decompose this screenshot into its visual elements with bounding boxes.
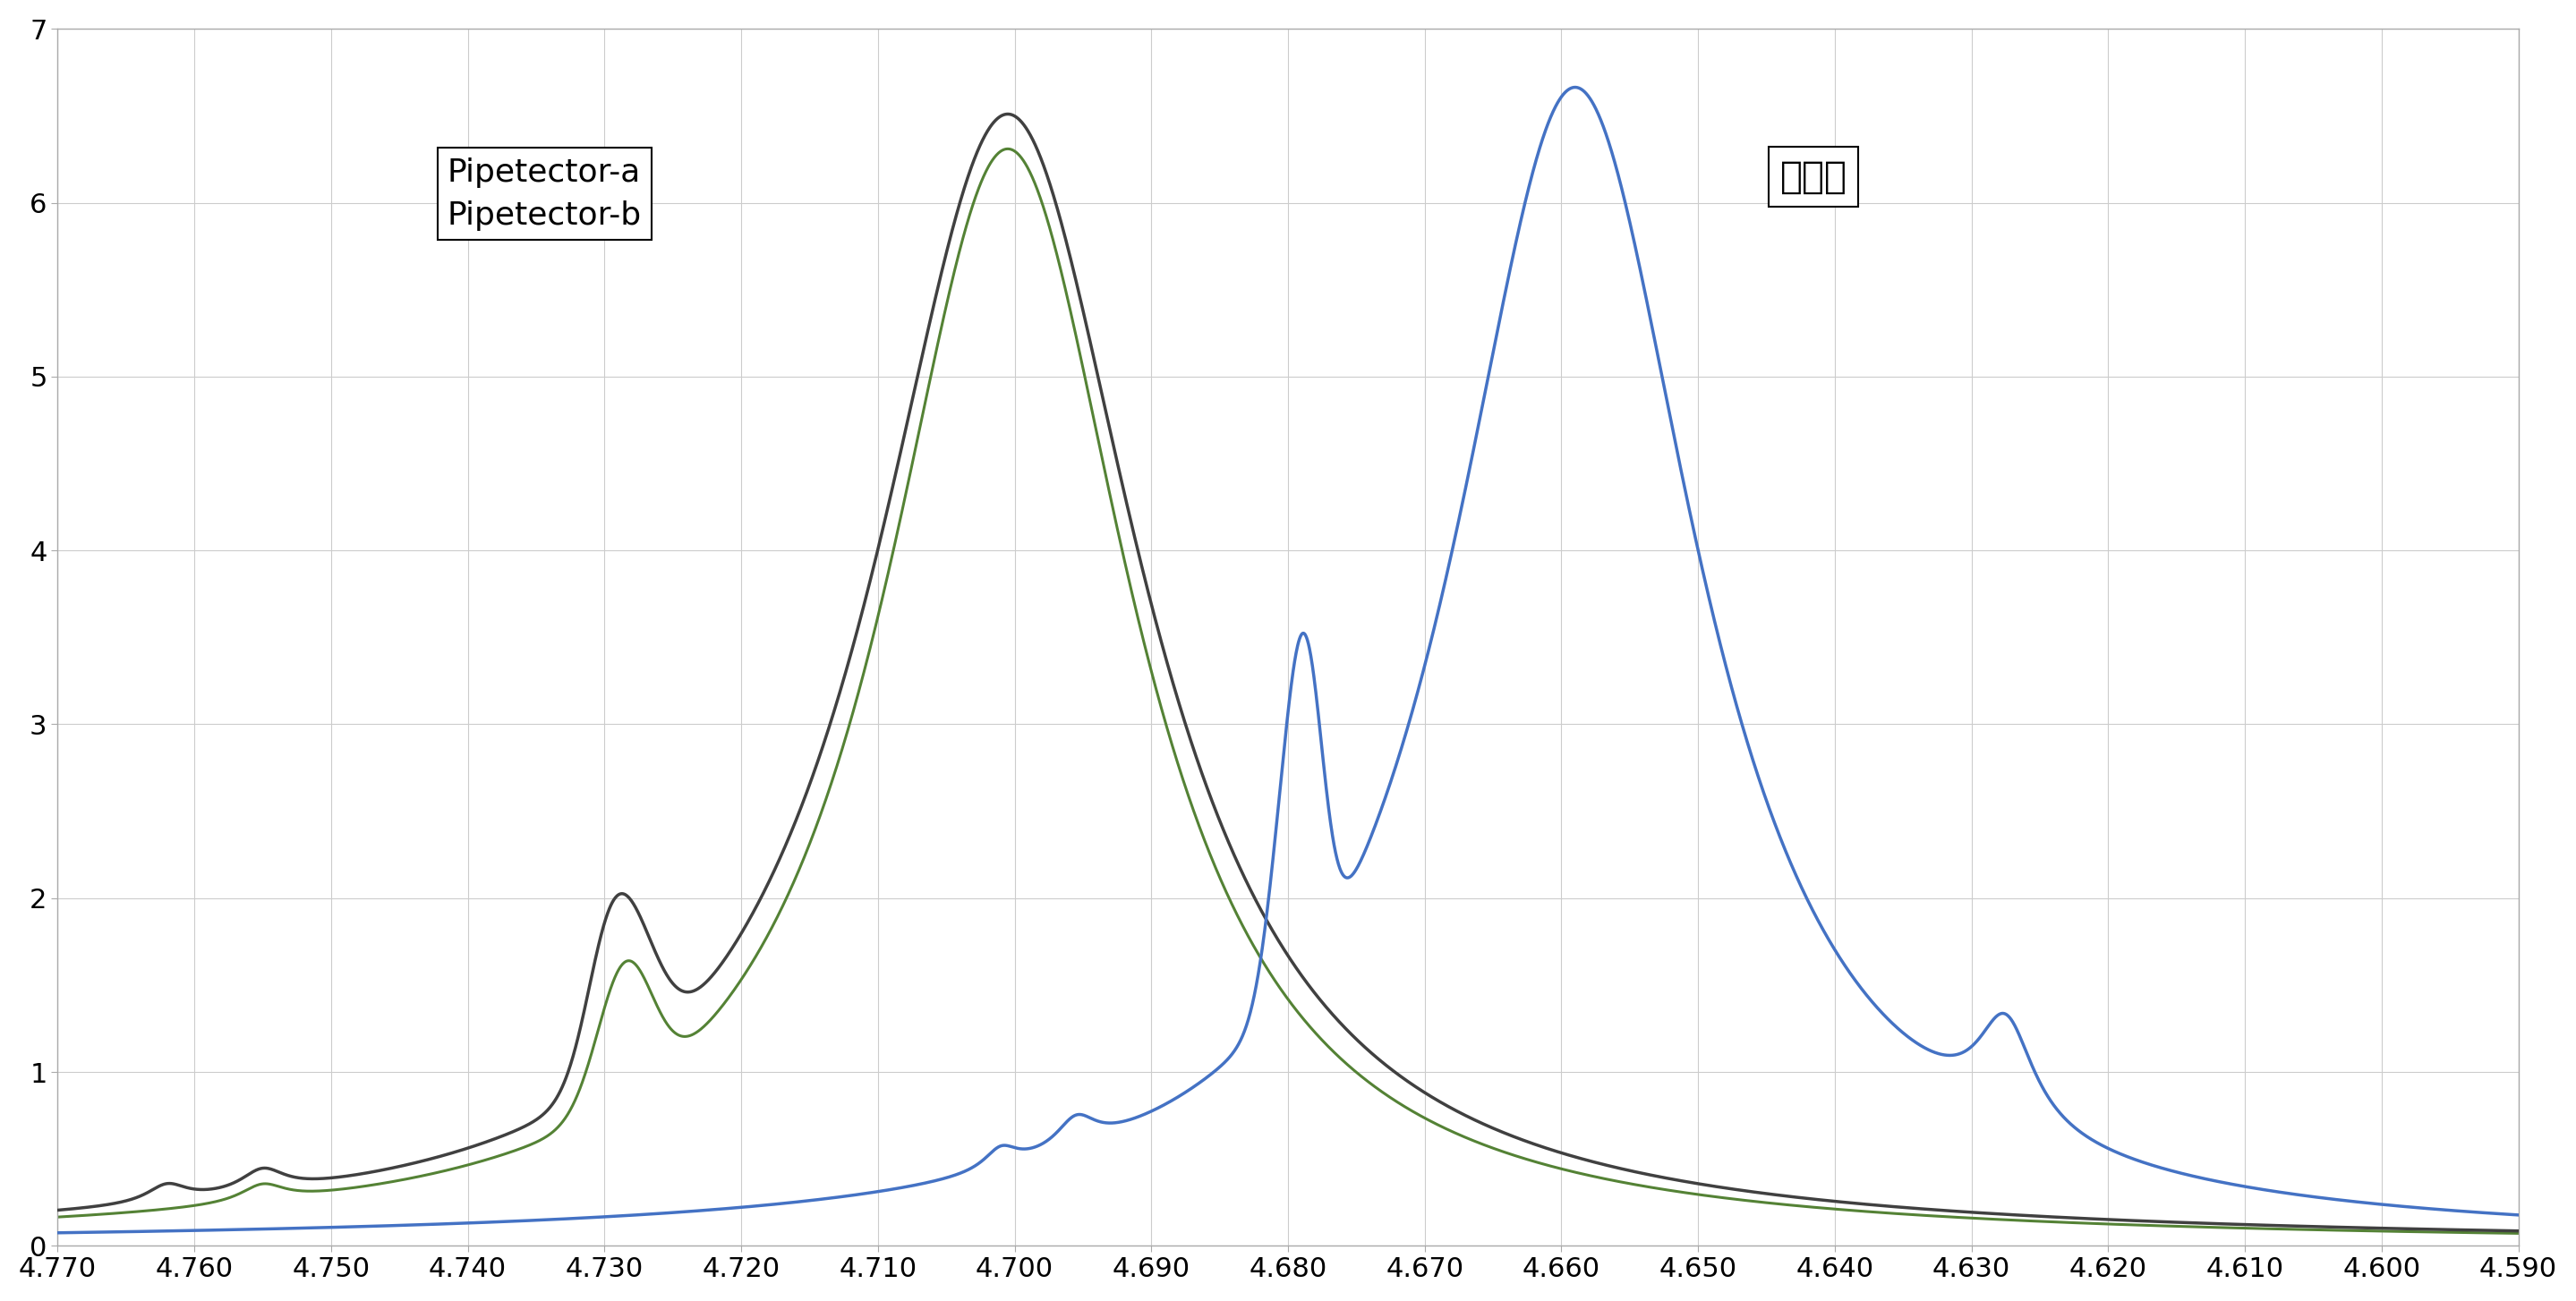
Text: Pipetector-a
Pipetector-b: Pipetector-a Pipetector-b xyxy=(448,157,641,230)
Text: 蔽留水: 蔽留水 xyxy=(1780,157,1847,195)
